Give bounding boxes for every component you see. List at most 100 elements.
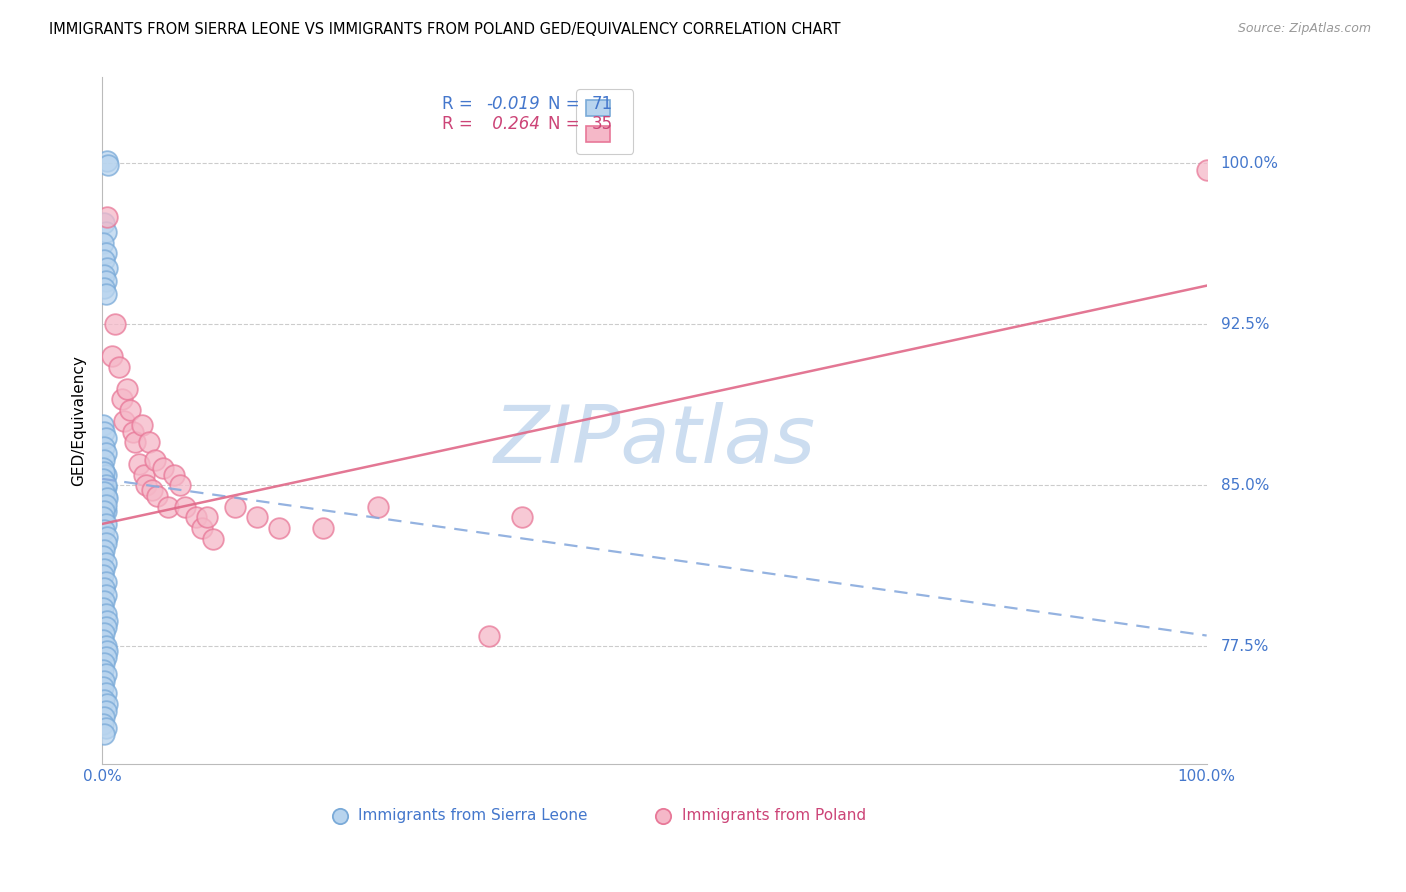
Point — [93, 710, 115, 724]
Point — [91, 549, 114, 563]
Point — [93, 484, 115, 499]
Point — [93, 542, 115, 557]
Point — [93, 562, 115, 576]
Point — [367, 500, 389, 514]
Point — [312, 521, 335, 535]
Point — [94, 287, 117, 301]
Text: 92.5%: 92.5% — [1220, 317, 1270, 332]
Point — [91, 235, 114, 250]
Point — [141, 483, 163, 497]
Point — [94, 607, 117, 621]
Point — [96, 614, 118, 628]
Point — [195, 510, 218, 524]
Text: N =: N = — [548, 115, 581, 133]
Point — [96, 210, 118, 224]
Point — [91, 716, 114, 731]
Point — [93, 268, 115, 282]
Point — [93, 483, 115, 497]
Point — [93, 252, 115, 267]
Point — [184, 510, 207, 524]
Point — [118, 403, 141, 417]
Point — [94, 478, 117, 492]
Point — [157, 500, 180, 514]
Point — [94, 431, 117, 445]
Point — [96, 491, 118, 505]
Point — [94, 498, 117, 512]
Point — [93, 500, 115, 514]
Text: -0.019: -0.019 — [486, 95, 540, 112]
Point — [111, 392, 134, 407]
Point — [93, 425, 115, 439]
Text: R =: R = — [443, 115, 474, 133]
Point — [94, 686, 117, 700]
Point — [152, 461, 174, 475]
Point — [101, 350, 124, 364]
Point — [94, 667, 117, 681]
Point — [93, 693, 115, 707]
Text: Immigrants from Poland: Immigrants from Poland — [682, 808, 866, 823]
Point — [93, 626, 115, 640]
Point — [91, 600, 114, 615]
Point — [104, 318, 127, 332]
Point — [93, 727, 115, 741]
Point — [93, 582, 115, 596]
Text: N =: N = — [548, 95, 581, 112]
Text: 71: 71 — [592, 95, 613, 112]
Point — [93, 216, 115, 230]
Point — [134, 467, 156, 482]
Point — [93, 504, 115, 518]
Point — [143, 452, 166, 467]
Point — [93, 440, 115, 454]
Point — [94, 246, 117, 260]
Point — [267, 521, 290, 535]
Point — [190, 521, 212, 535]
Point — [91, 510, 114, 524]
Point — [94, 620, 117, 634]
Point — [94, 536, 117, 550]
Point — [124, 435, 146, 450]
Point — [112, 414, 135, 428]
Point — [169, 478, 191, 492]
Text: 77.5%: 77.5% — [1220, 639, 1268, 654]
Point — [246, 510, 269, 524]
Point — [107, 360, 129, 375]
Point — [94, 650, 117, 665]
Point — [93, 466, 115, 480]
Point — [146, 489, 169, 503]
Point — [96, 697, 118, 711]
Point — [91, 418, 114, 433]
Point — [94, 480, 117, 494]
Point — [91, 663, 114, 677]
Point — [93, 673, 115, 688]
Point — [91, 632, 114, 647]
Text: 85.0%: 85.0% — [1220, 478, 1268, 492]
Point — [94, 721, 117, 735]
Point — [131, 418, 153, 433]
Point — [94, 467, 117, 482]
Point — [174, 500, 197, 514]
Point — [94, 704, 117, 718]
Point — [91, 680, 114, 694]
Point — [94, 640, 117, 654]
Point — [96, 530, 118, 544]
Point — [201, 532, 224, 546]
Point — [128, 457, 150, 471]
Point — [94, 446, 117, 460]
Point — [163, 467, 186, 482]
Point — [94, 588, 117, 602]
Point — [94, 556, 117, 570]
Text: IMMIGRANTS FROM SIERRA LEONE VS IMMIGRANTS FROM POLAND GED/EQUIVALENCY CORRELATI: IMMIGRANTS FROM SIERRA LEONE VS IMMIGRAN… — [49, 22, 841, 37]
Point — [96, 154, 118, 169]
Point — [224, 500, 246, 514]
Point — [91, 461, 114, 475]
Point — [94, 225, 117, 239]
Text: ZIPatlas: ZIPatlas — [494, 402, 815, 481]
Point — [93, 657, 115, 671]
Text: Immigrants from Sierra Leone: Immigrants from Sierra Leone — [359, 808, 588, 823]
Point — [93, 452, 115, 467]
Point — [1195, 162, 1218, 177]
Point — [94, 574, 117, 589]
Point — [94, 489, 117, 503]
Legend: , : , — [576, 89, 633, 153]
Point — [91, 472, 114, 486]
